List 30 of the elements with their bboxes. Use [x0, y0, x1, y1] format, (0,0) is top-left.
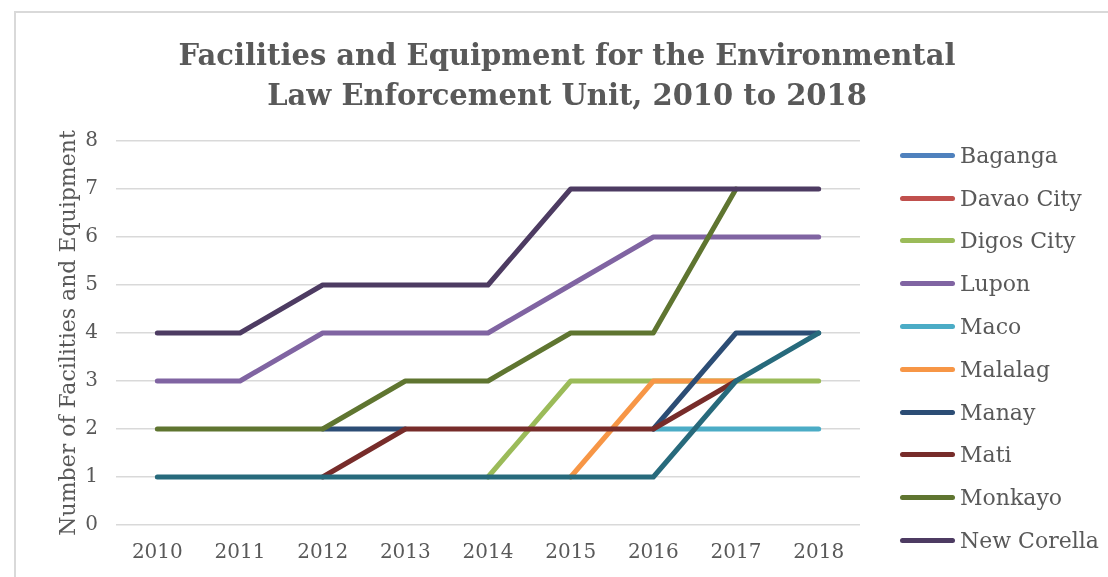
x-tick-label: 2017: [710, 539, 762, 564]
legend-label: New Corella: [960, 528, 1099, 554]
x-tick-label: 2015: [545, 539, 597, 564]
legend-label: Baganga: [960, 142, 1058, 168]
legend-label: Maco: [960, 314, 1022, 340]
y-tick-label: 4: [85, 319, 98, 344]
x-tick-label: 2010: [131, 539, 183, 564]
y-tick-label: 5: [85, 271, 98, 296]
y-tick-label: 1: [85, 463, 98, 488]
legend-label: Digos City: [960, 228, 1076, 254]
legend-label: Malalag: [960, 356, 1051, 382]
legend-label: Monkayo: [960, 485, 1063, 511]
y-tick-label: 3: [85, 367, 98, 392]
x-tick-label: 2012: [297, 539, 349, 564]
legend-label: Manay: [960, 399, 1036, 425]
legend-label: Lupon: [960, 271, 1031, 297]
y-tick-label: 8: [85, 127, 98, 152]
y-tick-label: 6: [85, 223, 98, 248]
y-tick-label: 7: [85, 175, 98, 200]
y-axis-title: Number of Facilities and Equipment: [54, 130, 80, 536]
y-tick-label: 0: [85, 511, 98, 536]
x-tick-label: 2016: [627, 539, 679, 564]
legend-label: Davao City: [960, 185, 1082, 211]
y-tick-label: 2: [85, 415, 98, 440]
x-tick-label: 2013: [379, 539, 431, 564]
chart-title: Facilities and Equipment for the Environmental Law Enforcement Unit, 2010 to 2018: [177, 37, 957, 114]
legend-label: Mati: [960, 442, 1012, 468]
x-tick-label: 2011: [214, 539, 266, 564]
x-tick-label: 2014: [462, 539, 514, 564]
x-tick-label: 2018: [793, 539, 845, 564]
